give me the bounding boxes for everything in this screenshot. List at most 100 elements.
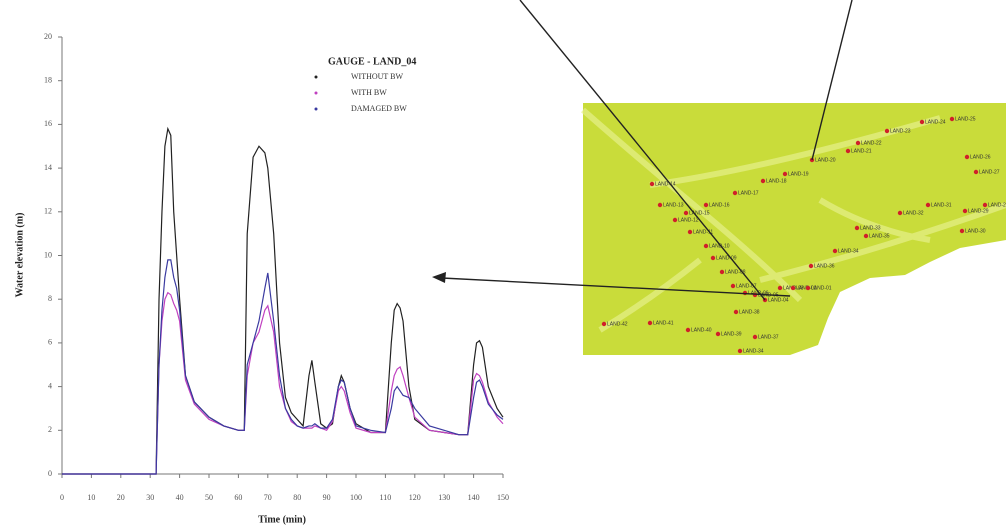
map-point	[704, 203, 708, 207]
y-tick-label: 12	[44, 207, 52, 216]
map-point	[806, 286, 810, 290]
map-point	[983, 203, 987, 207]
map-point	[753, 335, 757, 339]
page: LAND-14LAND-13LAND-15LAND-12LAND-16LAND-…	[0, 0, 1006, 525]
legend-label: DAMAGED BW	[351, 104, 407, 113]
y-tick-label: 16	[44, 119, 52, 128]
map-point	[686, 328, 690, 332]
map-label: LAND-16	[709, 202, 730, 208]
map-label: LAND-27	[979, 169, 1000, 175]
map-point	[648, 321, 652, 325]
map-label: LAND-22	[861, 140, 882, 146]
map-point	[974, 170, 978, 174]
map-label: LAND-40	[691, 327, 712, 333]
y-tick-label: 10	[44, 250, 52, 259]
y-tick-label: 8	[48, 294, 52, 303]
map-label: LAND-26	[970, 154, 991, 160]
series-line	[62, 293, 503, 474]
map-point	[733, 191, 737, 195]
x-tick-label: 70	[264, 493, 272, 502]
map-label: LAND-12	[678, 217, 699, 223]
map-label: LAND-34	[838, 248, 859, 254]
map-point	[833, 249, 837, 253]
x-tick-label: 130	[438, 493, 450, 502]
x-tick-label: 40	[176, 493, 184, 502]
legend-marker	[315, 76, 318, 79]
map-point	[684, 211, 688, 215]
map-point	[673, 218, 677, 222]
map-point	[926, 203, 930, 207]
x-tick-label: 80	[293, 493, 301, 502]
map-point	[761, 179, 765, 183]
map-label: LAND-23	[890, 128, 911, 134]
x-tick-label: 50	[205, 493, 213, 502]
map-label: LAND-20	[815, 157, 836, 163]
map-label: LAND-09	[716, 255, 737, 261]
x-axis-label: Time (min)	[258, 514, 306, 525]
map-label: LAND-41	[653, 320, 674, 326]
map-point	[711, 256, 715, 260]
y-tick-label: 20	[44, 32, 52, 41]
y-axis-label: Water elevation (m)	[14, 213, 25, 298]
map-point	[731, 284, 735, 288]
map-label: LAND-28	[988, 202, 1006, 208]
map-label: LAND-01	[811, 285, 832, 291]
map-label: LAND-04	[768, 297, 789, 303]
map-label: LAND-24	[925, 119, 946, 125]
map-label: LAND-39	[721, 331, 742, 337]
x-tick-label: 60	[234, 493, 242, 502]
y-tick-label: 2	[48, 425, 52, 434]
map-label: LAND-38	[739, 309, 760, 315]
map-point	[963, 209, 967, 213]
map-point	[960, 229, 964, 233]
map-point	[950, 117, 954, 121]
map-label: LAND-33	[860, 225, 881, 231]
arrow-head	[432, 272, 446, 283]
map-label: LAND-29	[968, 208, 989, 214]
map-label: LAND-42	[607, 321, 628, 327]
map-label: LAND-19	[788, 171, 809, 177]
y-tick-label: 6	[48, 338, 52, 347]
map-point	[856, 141, 860, 145]
map-point	[809, 264, 813, 268]
legend-marker	[315, 92, 318, 95]
map-point	[720, 270, 724, 274]
map-point	[885, 129, 889, 133]
x-tick-label: 120	[409, 493, 421, 502]
y-tick-label: 4	[48, 381, 52, 390]
map-point	[658, 203, 662, 207]
map-point	[602, 322, 606, 326]
map-label: LAND-25	[955, 116, 976, 122]
map-label: LAND-30	[965, 228, 986, 234]
legend-title: GAUGE - LAND_04	[328, 56, 416, 67]
map-label: LAND-17	[738, 190, 759, 196]
map-point	[855, 226, 859, 230]
map-label: LAND-32	[903, 210, 924, 216]
map-point	[704, 244, 708, 248]
x-tick-label: 110	[380, 493, 392, 502]
x-tick-label: 10	[87, 493, 95, 502]
x-tick-label: 20	[117, 493, 125, 502]
y-tick-label: 14	[44, 163, 52, 172]
map-point	[716, 332, 720, 336]
x-tick-label: 0	[60, 493, 64, 502]
series-line	[62, 129, 503, 474]
map-label: LAND-35	[869, 233, 890, 239]
legend-label: WITH BW	[351, 88, 387, 97]
map-point	[688, 230, 692, 234]
map-point	[898, 211, 902, 215]
map-point	[778, 286, 782, 290]
x-tick-label: 90	[323, 493, 331, 502]
map-point	[650, 182, 654, 186]
map-label: LAND-18	[766, 178, 787, 184]
map-label: LAND-37	[758, 334, 779, 340]
legend-marker	[315, 108, 318, 111]
map-point	[738, 349, 742, 353]
y-tick-label: 18	[44, 76, 52, 85]
map-label: LAND-36	[814, 263, 835, 269]
map-point	[783, 172, 787, 176]
map-point	[864, 234, 868, 238]
map	[583, 103, 1006, 355]
map-label: LAND-31	[931, 202, 952, 208]
map-label: LAND-34	[743, 348, 764, 354]
